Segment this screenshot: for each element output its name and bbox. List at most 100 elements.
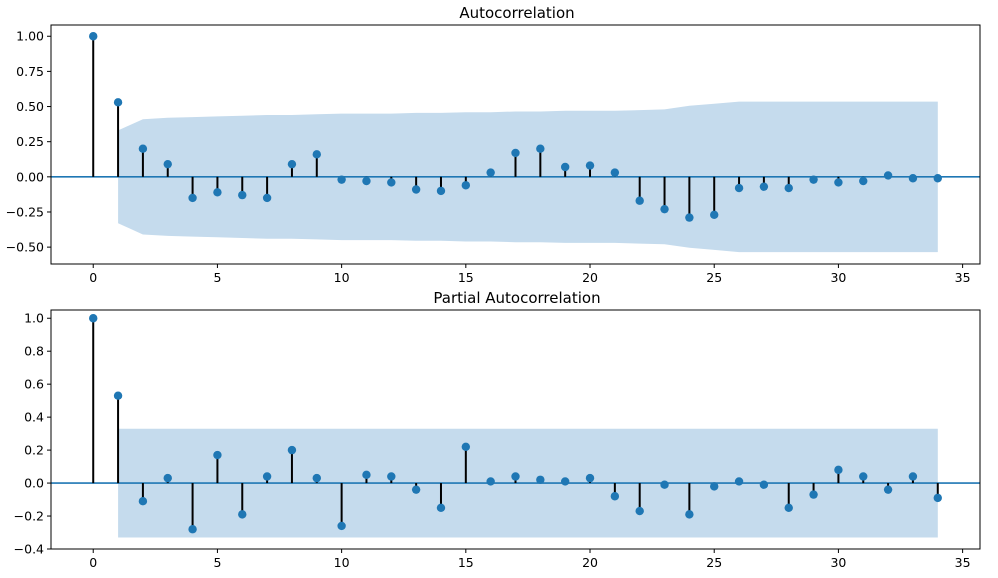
acf-marker-lag-23: [660, 204, 669, 214]
pacf-marker-lag-21: [610, 492, 620, 501]
acf-marker-lag-15: [461, 181, 471, 190]
acf-y-tick-label: 0.00: [16, 169, 44, 184]
pacf-plot-frame: [50, 309, 981, 550]
pacf-y-tick-label: 0.6: [24, 377, 44, 392]
acf-marker-lag-30: [834, 178, 843, 187]
pacf-x-tick-label: 15: [458, 555, 474, 570]
autocorrelation-markers: [89, 32, 942, 222]
acf-marker-lag-33: [908, 174, 918, 183]
pacf-marker-lag-33: [908, 472, 918, 481]
acf-marker-lag-3: [163, 159, 172, 169]
pacf-x-tick-label: 25: [706, 555, 722, 570]
acf-marker-lag-10: [337, 175, 346, 184]
acf-marker-lag-18: [536, 144, 545, 153]
pacf-marker-lag-0: [89, 314, 98, 323]
partial-autocorrelation-title: Partial Autocorrelation: [433, 289, 600, 307]
pacf-marker-lag-11: [362, 470, 371, 480]
acf-marker-lag-34: [933, 174, 942, 183]
pacf-x-tick-label: 30: [830, 555, 846, 570]
pacf-marker-lag-13: [411, 485, 421, 494]
acf-marker-lag-0: [89, 32, 98, 41]
acf-x-tick-label: 20: [582, 270, 598, 285]
acf-marker-lag-19: [560, 162, 570, 172]
pacf-marker-lag-23: [660, 480, 669, 489]
acf-x-tick-label: 25: [706, 270, 722, 285]
acf-y-tick-label: 0.50: [16, 99, 44, 114]
pacf-y-tick-label: 0.2: [24, 443, 44, 458]
pacf-x-tick-label: 10: [334, 555, 350, 570]
acf-marker-lag-9: [312, 150, 321, 159]
acf-marker-lag-20: [585, 161, 595, 170]
acf-marker-lag-7: [262, 193, 272, 203]
pacf-marker-lag-12: [387, 472, 396, 481]
acf-marker-lag-16: [486, 168, 495, 177]
acf-x-tick-label: 30: [830, 270, 846, 285]
pacf-marker-lag-27: [759, 480, 769, 489]
acf-marker-lag-12: [387, 178, 396, 187]
pacf-marker-lag-29: [809, 490, 818, 499]
acf-y-tick-label: 0.75: [16, 64, 44, 79]
autocorrelation-panel: Autocorrelation 0 5 10 15 20 25 30 35 −0.50 −0.25…: [6, 4, 981, 285]
acf-marker-lag-26: [734, 183, 744, 193]
acf-marker-lag-22: [635, 196, 644, 205]
acf-marker-lag-2: [138, 144, 148, 153]
pacf-marker-lag-31: [859, 472, 868, 481]
acf-x-tick-label: 15: [458, 270, 474, 285]
pacf-marker-lag-15: [461, 442, 471, 452]
acf-marker-lag-14: [436, 186, 446, 196]
pacf-y-tick-label: −0.4: [14, 542, 44, 557]
acf-marker-lag-21: [610, 168, 620, 177]
pacf-marker-lag-25: [710, 482, 719, 491]
acf-x-tick-label: 5: [213, 270, 221, 285]
acf-x-tick-label: 0: [89, 270, 97, 285]
pacf-marker-lag-34: [933, 493, 942, 503]
pacf-marker-lag-14: [436, 503, 446, 512]
acf-marker-lag-27: [759, 182, 769, 191]
acf-marker-lag-32: [883, 171, 893, 180]
pacf-x-tick-label: 35: [955, 555, 971, 570]
pacf-marker-lag-3: [163, 473, 172, 483]
pacf-marker-lag-5: [213, 450, 222, 460]
acf-marker-lag-24: [685, 213, 694, 222]
acf-x-tick-label: 10: [334, 270, 350, 285]
acf-marker-lag-31: [859, 176, 868, 186]
pacf-marker-lag-19: [560, 477, 570, 486]
pacf-x-tick-label: 5: [213, 555, 221, 570]
pacf-marker-lag-8: [287, 445, 297, 455]
pacf-marker-lag-9: [312, 473, 321, 483]
acf-x-tick-label: 35: [955, 270, 971, 285]
acf-marker-lag-25: [710, 210, 719, 219]
pacf-marker-lag-22: [635, 506, 644, 516]
pacf-marker-lag-1: [113, 391, 123, 400]
acf-marker-lag-1: [113, 98, 123, 107]
acf-marker-lag-4: [188, 193, 197, 203]
acf-marker-lag-13: [411, 185, 421, 194]
pacf-marker-lag-20: [585, 473, 595, 483]
partial-autocorrelation-markers: [89, 314, 942, 534]
acf-marker-lag-5: [213, 188, 222, 197]
pacf-y-tick-label: −0.2: [14, 509, 44, 524]
acf-marker-lag-29: [809, 175, 818, 184]
pacf-y-tick-label: 0.8: [24, 344, 44, 359]
partial-autocorrelation-panel: Partial Autocorrelation 0 5 10 15 20 25 30 35 −0…: [14, 289, 981, 570]
autocorrelation-axes: 0 5 10 15 20 25 30 35 −0.50 −0.25 0.00 0.25 0.50 0.75…: [6, 24, 981, 285]
autocorrelation-title: Autocorrelation: [459, 4, 574, 22]
pacf-y-tick-label: 0.0: [24, 476, 44, 491]
pacf-marker-lag-30: [834, 465, 843, 475]
pacf-marker-lag-28: [784, 503, 793, 512]
pacf-marker-lag-6: [238, 510, 247, 519]
pacf-marker-lag-32: [883, 485, 893, 494]
acf-marker-lag-8: [287, 159, 297, 169]
acf-marker-lag-11: [362, 176, 371, 186]
acf-plot-frame: [50, 24, 981, 265]
acf-y-tick-label: −0.25: [6, 204, 44, 219]
acf-y-tick-label: −0.50: [6, 240, 44, 255]
acf-marker-lag-17: [511, 148, 520, 158]
acf-marker-lag-28: [784, 183, 793, 193]
acf-marker-lag-6: [238, 190, 247, 200]
acf-y-tick-label: 1.00: [16, 29, 44, 44]
pacf-x-tick-label: 20: [582, 555, 598, 570]
pacf-y-tick-label: 1.0: [24, 311, 44, 326]
pacf-marker-lag-18: [536, 475, 545, 484]
